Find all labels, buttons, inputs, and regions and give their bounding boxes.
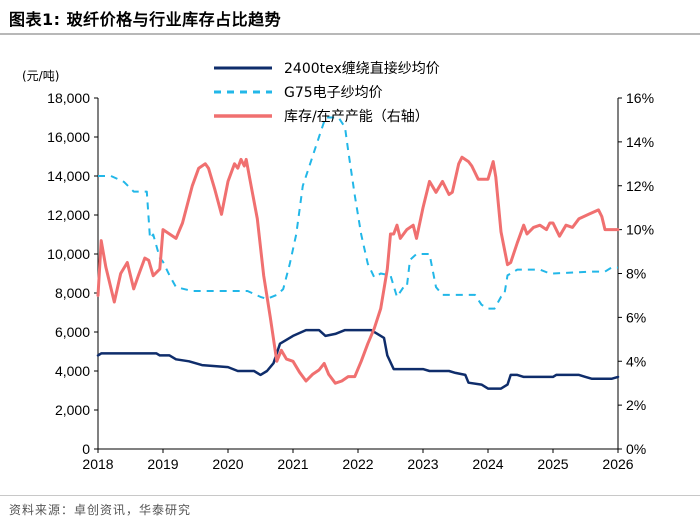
- left-tick-label: 4,000: [55, 363, 90, 379]
- left-tick-label: 10,000: [47, 246, 90, 262]
- x-tick-label: 2026: [602, 456, 633, 472]
- right-tick-label: 4%: [626, 353, 646, 369]
- left-tick-label: 14,000: [47, 168, 90, 184]
- right-tick-label: 16%: [626, 90, 654, 106]
- x-tick-label: 2018: [82, 456, 113, 472]
- x-tick-label: 2019: [147, 456, 178, 472]
- left-tick-label: 8,000: [55, 285, 90, 301]
- legend-label-2: G75电子纱均价: [284, 85, 383, 101]
- series-line-1: [96, 328, 620, 390]
- series-layer: [96, 116, 620, 390]
- right-tick-label: 10%: [626, 222, 654, 238]
- chart-title: 图表1: 玻纤价格与行业库存占比趋势: [9, 10, 282, 29]
- x-tick-label: 2020: [212, 456, 243, 472]
- source-divider: [0, 495, 700, 496]
- title-divider: [0, 33, 700, 35]
- y-axis-unit-label: (元/吨): [22, 69, 59, 83]
- x-tick-label: 2024: [472, 456, 503, 472]
- x-tick-label: 2023: [407, 456, 438, 472]
- series-line-3: [96, 155, 620, 385]
- left-tick-label: 12,000: [47, 207, 90, 223]
- right-tick-label: 6%: [626, 309, 646, 325]
- left-tick-label: 2,000: [55, 402, 90, 418]
- left-tick-label: 6,000: [55, 324, 90, 340]
- right-tick-label: 0%: [626, 441, 646, 457]
- source-note: 资料来源：卓创资讯，华泰研究: [9, 503, 192, 517]
- chart-axes: 0 2,000 4,000 6,000 8,000 10,000 12,000 14,000 1…: [22, 69, 654, 472]
- left-tick-label: 0: [82, 441, 90, 457]
- legend-label-3: 库存/在产产能（右轴）: [284, 109, 429, 125]
- left-tick-label: 18,000: [47, 90, 90, 106]
- right-tick-label: 2%: [626, 397, 646, 413]
- series-line-2: [98, 116, 618, 310]
- right-tick-label: 8%: [626, 266, 646, 282]
- legend-label-1: 2400tex缠绕直接纱均价: [284, 60, 440, 77]
- x-tick-label: 2022: [342, 456, 373, 472]
- right-tick-label: 12%: [626, 178, 654, 194]
- x-tick-label: 2025: [537, 456, 568, 472]
- line-chart: 0 2,000 4,000 6,000 8,000 10,000 12,000 14,000 1…: [22, 60, 654, 472]
- left-tick-label: 16,000: [47, 129, 90, 145]
- x-tick-label: 2021: [277, 456, 308, 472]
- right-tick-label: 14%: [626, 134, 654, 150]
